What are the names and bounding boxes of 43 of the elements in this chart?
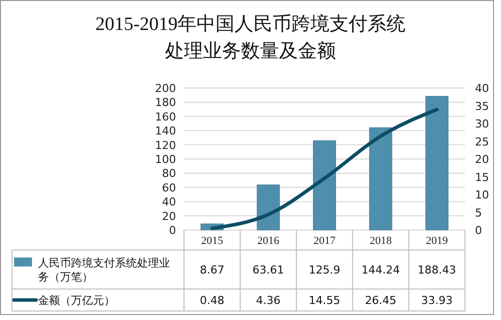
y2-tick-label: 5 bbox=[475, 206, 482, 220]
x-tick-label: 2018 bbox=[370, 235, 392, 247]
y-tick-label: 200 bbox=[155, 82, 176, 95]
bar bbox=[425, 96, 448, 230]
x-tick-label: 2017 bbox=[314, 235, 336, 247]
y2-tick-label: 10 bbox=[475, 188, 489, 202]
y2-tick-label: 30 bbox=[475, 118, 489, 130]
data-label: 4.36 bbox=[256, 294, 281, 307]
y-tick-label: 40 bbox=[162, 196, 176, 209]
y-tick-label: 160 bbox=[155, 110, 176, 124]
y-tick-label: 20 bbox=[162, 210, 176, 223]
data-label: 14.55 bbox=[308, 294, 340, 307]
legend-label: 金额（万亿元） bbox=[38, 294, 115, 307]
legend-label: 人民币跨境支付系统处理业务（万笔） bbox=[38, 256, 170, 284]
data-label: 8.67 bbox=[200, 264, 224, 276]
y2-tick-label: 40 bbox=[475, 82, 489, 95]
y2-tick-label: 15 bbox=[475, 170, 489, 184]
bar bbox=[313, 140, 336, 230]
y-tick-label: 140 bbox=[155, 124, 176, 138]
data-label: 144.24 bbox=[361, 264, 400, 276]
bar bbox=[369, 127, 392, 230]
data-label: 188.43 bbox=[418, 264, 456, 276]
line-series bbox=[210, 108, 439, 230]
y-tick-label: 80 bbox=[162, 167, 176, 180]
y2-tick-label: 20 bbox=[475, 153, 489, 166]
y-tick-label: 60 bbox=[162, 181, 176, 194]
y-tick-label: 120 bbox=[155, 138, 176, 152]
y-tick-label: 180 bbox=[155, 96, 176, 110]
y2-tick-label: 25 bbox=[475, 135, 489, 148]
data-label: 26.45 bbox=[364, 294, 396, 307]
x-tick-label: 2015 bbox=[201, 235, 224, 247]
y-tick-label: 0 bbox=[169, 224, 176, 237]
x-tick-label: 2016 bbox=[257, 235, 280, 247]
chart-title: 2015-2019年中国人民币跨境支付系统处理业务数量及金额 bbox=[95, 13, 406, 62]
data-label: 125.9 bbox=[308, 264, 340, 276]
y2-tick-label: 0 bbox=[475, 224, 482, 237]
data-label: 63.61 bbox=[252, 264, 284, 276]
data-label: 0.48 bbox=[200, 294, 224, 307]
y2-tick-label: 35 bbox=[475, 100, 489, 113]
data-label: 33.93 bbox=[421, 294, 453, 307]
x-tick-label: 2019 bbox=[426, 235, 448, 247]
y-tick-label: 100 bbox=[155, 153, 176, 166]
bar bbox=[256, 184, 280, 230]
